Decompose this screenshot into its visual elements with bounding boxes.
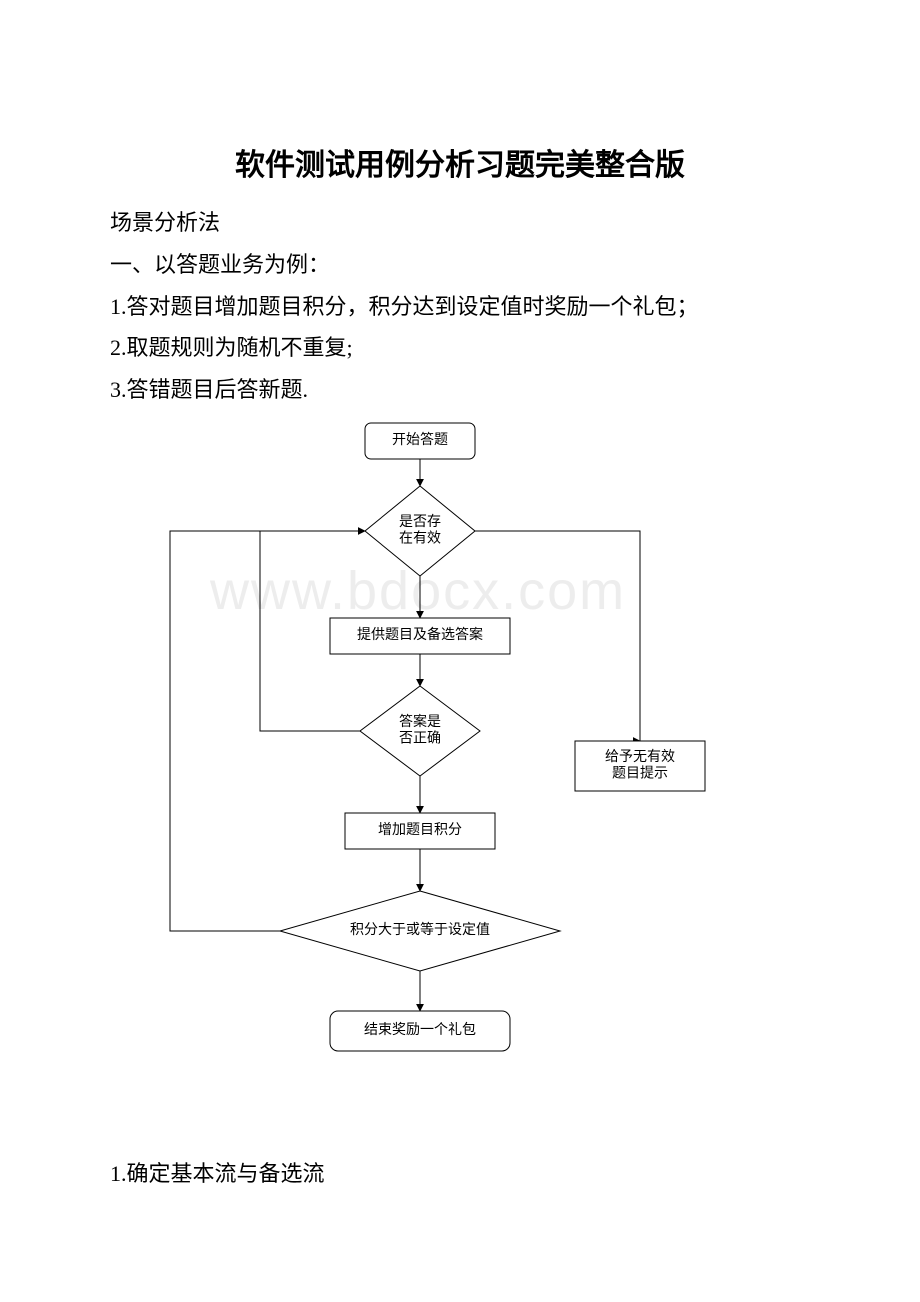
svg-text:是否存: 是否存: [399, 514, 441, 530]
flow-node-d3: 积分大于或等于设定值: [280, 891, 560, 971]
svg-text:答案是: 答案是: [399, 713, 441, 730]
flow-node-provide: 提供题目及备选答案: [330, 618, 510, 654]
flow-node-addpt: 增加题目积分: [345, 813, 495, 849]
svg-text:在有效: 在有效: [399, 531, 441, 547]
svg-text:结束奖励一个礼包: 结束奖励一个礼包: [364, 1021, 476, 1038]
flow-node-d1: 是否存在有效: [365, 486, 475, 576]
svg-text:开始答题: 开始答题: [392, 431, 448, 448]
flowchart-container: 开始答题是否存在有效提供题目及备选答案答案是否正确给予无有效题目提示增加题目积分…: [110, 411, 810, 1096]
paragraph-rule-2: 2.取题规则为随机不重复;: [110, 327, 810, 369]
paragraph-method: 场景分析法: [110, 202, 810, 244]
svg-text:提供题目及备选答案: 提供题目及备选答案: [357, 626, 483, 643]
paragraph-section: 一、以答题业务为例：: [110, 244, 810, 286]
footer-step: 1.确定基本流与备选流: [110, 1156, 810, 1188]
page-title: 软件测试用例分析习题完美整合版: [110, 140, 810, 184]
paragraph-rule-1: 1.答对题目增加题目积分，积分达到设定值时奖励一个礼包；: [110, 286, 810, 328]
svg-text:否正确: 否正确: [399, 731, 441, 747]
flow-node-tip: 给予无有效题目提示: [575, 741, 705, 791]
flow-node-start: 开始答题: [365, 423, 475, 459]
svg-text:积分大于或等于设定值: 积分大于或等于设定值: [350, 921, 490, 938]
svg-text:给予无有效: 给予无有效: [605, 749, 675, 765]
flow-node-d2: 答案是否正确: [360, 686, 480, 776]
paragraph-rule-3: 3.答错题目后答新题.: [110, 369, 810, 411]
svg-text:增加题目积分: 增加题目积分: [378, 822, 462, 838]
flowchart-svg: 开始答题是否存在有效提供题目及备选答案答案是否正确给予无有效题目提示增加题目积分…: [110, 411, 730, 1091]
svg-text:题目提示: 题目提示: [612, 766, 668, 782]
flow-node-end: 结束奖励一个礼包: [330, 1011, 510, 1051]
